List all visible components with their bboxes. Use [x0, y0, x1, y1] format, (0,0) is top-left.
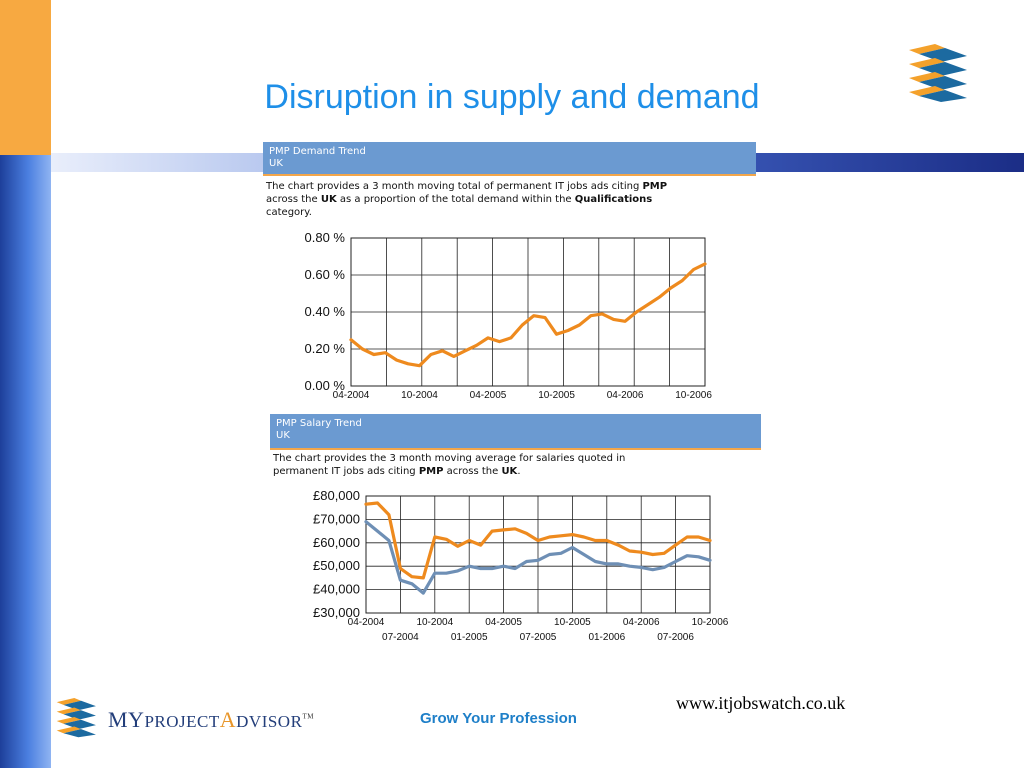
x-tick-label: 04-2005: [485, 617, 522, 628]
y-tick-label: 0.60 %: [305, 267, 346, 282]
footer-url: www.itjobswatch.co.uk: [676, 693, 846, 713]
demand-desc-bold: PMP: [642, 181, 668, 192]
brand-project: PROJECT: [144, 712, 220, 731]
demand-desc-text: category.: [266, 207, 312, 218]
footer-slogan: Grow Your Profession: [420, 710, 577, 727]
x-tick-label: 10-2006: [692, 617, 729, 628]
x-tick-label: 01-2005: [451, 632, 488, 643]
brand-my: MY: [108, 707, 145, 732]
demand-header-title: PMP Demand Trend: [269, 146, 366, 157]
series-line: [364, 520, 712, 595]
salary-desc-text: The chart provides the 3 month moving av…: [273, 453, 626, 464]
salary-description: The chart provides the 3 month moving av…: [273, 452, 625, 478]
demand-desc-bold: UK: [320, 194, 337, 205]
y-tick-label: £60,000: [313, 535, 360, 550]
demand-header-region: UK: [269, 158, 283, 169]
x-tick-label: 10-2005: [554, 617, 591, 628]
x-tick-label: 10-2004: [401, 390, 438, 401]
salary-panel: PMP Salary Trend UK The chart provides t…: [270, 414, 761, 654]
left-accent-bar-top: [0, 0, 51, 155]
brand-wordmark: MYPROJECTADVISORTM: [108, 707, 314, 733]
demand-panel: PMP Demand Trend UK The chart provides a…: [263, 142, 756, 412]
y-tick-label: 0.40 %: [305, 304, 346, 319]
demand-desc-text: The chart provides a 3 month moving tota…: [266, 181, 643, 192]
x-tick-label: 04-2006: [607, 390, 644, 401]
salary-panel-header: PMP Salary Trend UK: [270, 414, 761, 450]
demand-panel-header: PMP Demand Trend UK: [263, 142, 756, 176]
x-tick-label: 07-2006: [657, 632, 694, 643]
brand-tm: TM: [302, 712, 314, 721]
x-tick-label: 10-2006: [675, 390, 712, 401]
salary-header-region: UK: [276, 430, 290, 441]
slide-title: Disruption in supply and demand: [264, 78, 760, 116]
x-tick-label: 04-2004: [348, 617, 385, 628]
x-tick-label: 07-2004: [382, 632, 419, 643]
salary-chart: £80,000 £70,000 £60,000 £50,000 £40,000 £30,0…: [313, 488, 729, 643]
x-tick-label: 04-2006: [623, 617, 660, 628]
series-line: [364, 501, 712, 580]
left-accent-bar: [0, 155, 51, 768]
salary-desc-bold: PMP: [418, 466, 444, 477]
x-tick-label: 04-2005: [470, 390, 507, 401]
x-tick-label: 01-2006: [588, 632, 625, 643]
y-tick-label: 0.00 %: [305, 378, 346, 393]
brand-dvisor: DVISOR: [236, 712, 303, 731]
y-tick-label: £80,000: [313, 488, 360, 503]
y-tick-label: 0.80 %: [305, 230, 346, 245]
series-line: [349, 262, 707, 368]
y-tick-label: £50,000: [313, 558, 360, 573]
demand-desc-text: as a proportion of the total demand with…: [336, 194, 575, 205]
y-tick-label: £40,000: [313, 582, 360, 597]
salary-desc-bold: UK: [501, 466, 518, 477]
salary-header-title: PMP Salary Trend: [276, 418, 362, 429]
y-tick-label: £30,000: [313, 605, 360, 620]
demand-chart: 0.80 % 0.60 % 0.40 % 0.20 % 0.00 %04-2004 10-…: [305, 230, 713, 401]
demand-desc-text: across the: [266, 194, 321, 205]
brand-a: A: [219, 707, 237, 732]
y-tick-label: 0.20 %: [305, 341, 346, 356]
salary-desc-text: .: [517, 466, 521, 477]
x-tick-label: 10-2004: [416, 617, 453, 628]
brand-logo-icon: [56, 698, 96, 738]
x-tick-label: 10-2005: [538, 390, 575, 401]
x-tick-label: 04-2004: [333, 390, 370, 401]
demand-desc-bold: Qualifications: [574, 194, 653, 205]
demand-description: The chart provides a 3 month moving tota…: [266, 180, 667, 219]
corner-logo-icon: [909, 44, 967, 102]
y-tick-label: £70,000: [313, 511, 360, 526]
salary-desc-text: across the: [443, 466, 502, 477]
salary-desc-text: permanent IT jobs ads citing: [273, 466, 419, 477]
x-tick-label: 07-2005: [520, 632, 557, 643]
